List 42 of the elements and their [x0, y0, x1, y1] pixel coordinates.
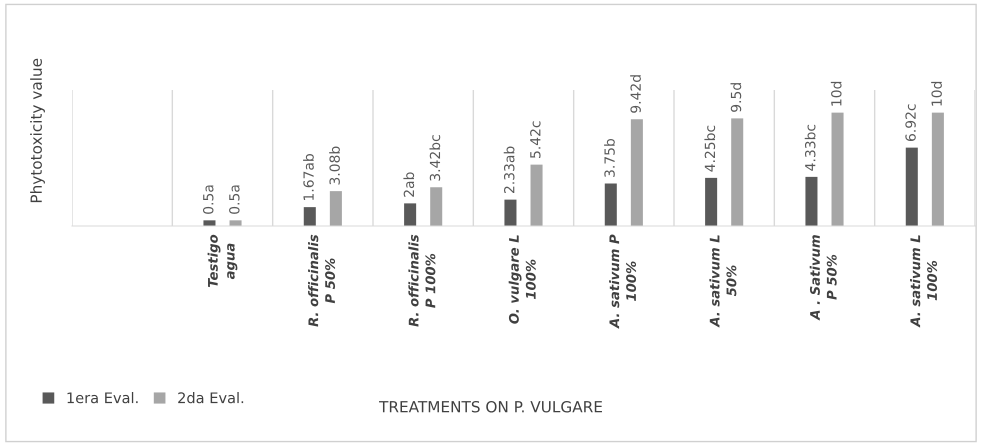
bar — [630, 119, 643, 226]
data-label: 0.5a — [202, 185, 214, 214]
bar — [404, 203, 416, 226]
x-tick-label: A. sativum P 100% — [609, 234, 636, 329]
data-label: 2ab — [403, 172, 414, 197]
x-tick-label: A. sativum L 100% — [910, 235, 938, 328]
bar — [304, 207, 316, 226]
bar — [832, 112, 844, 226]
bar — [932, 112, 944, 226]
legend-label: 1era Eval. — [68, 392, 138, 404]
x-tick-label: O. vulgare L 100% — [508, 235, 536, 324]
data-label: 4.33bc — [804, 124, 816, 171]
data-label: 3.08b — [329, 146, 340, 184]
bar — [504, 200, 516, 226]
data-label: 3.75b — [604, 138, 615, 177]
data-label: 9.42d — [630, 75, 641, 113]
bar — [430, 187, 442, 226]
bar — [330, 191, 342, 226]
data-label: 0.5a — [229, 185, 240, 214]
data-label: 6.92c — [905, 104, 916, 142]
data-label: 10d — [931, 82, 942, 106]
x-axis-title: TREATMENTS ON P. VULGARE — [379, 400, 602, 413]
bar — [731, 118, 744, 226]
bar — [604, 184, 617, 226]
bar — [705, 178, 718, 226]
y-axis-title: Phytotoxicity value — [30, 58, 45, 202]
data-label: 5.42c — [530, 121, 541, 158]
x-tick-label: A . Sativum P 50% — [810, 235, 837, 321]
legend-label: 2da Eval. — [178, 392, 244, 404]
bar — [530, 164, 543, 226]
x-tick-label: Testigo agua — [208, 234, 238, 288]
data-label: 9.5d — [730, 83, 742, 112]
bar — [906, 148, 918, 226]
x-tick-label: R. officinalis P 100% — [408, 234, 436, 327]
data-label: 2.33ab — [504, 146, 514, 194]
data-label: 3.42bc — [429, 135, 440, 181]
data-label: 1.67ab — [303, 154, 314, 200]
bar — [805, 176, 818, 226]
data-label: 4.25bc — [704, 126, 716, 172]
x-tick-label: R. officinalis P 50% — [308, 234, 336, 327]
x-tick-label: A. sativum L 50% — [709, 235, 736, 328]
data-label: 10d — [830, 82, 842, 106]
